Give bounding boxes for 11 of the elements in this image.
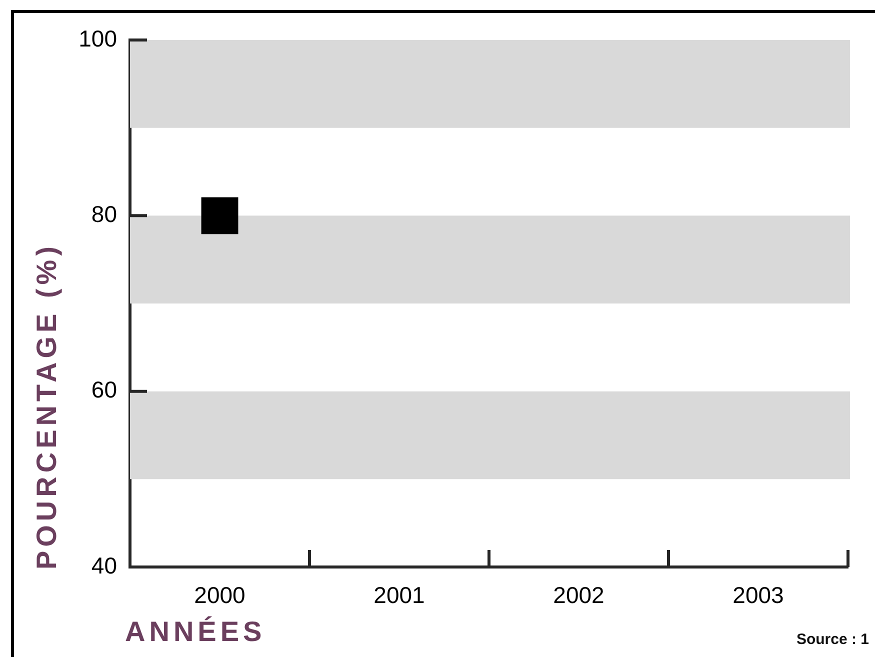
y-tick-label: 40 bbox=[91, 552, 117, 578]
x-tick-label: 2001 bbox=[374, 582, 425, 608]
x-axis-title: ANNÉES bbox=[125, 616, 266, 647]
x-tick-label: 2003 bbox=[732, 582, 784, 608]
x-tick-label: 2002 bbox=[553, 582, 604, 608]
y-tick-label: 100 bbox=[78, 25, 117, 52]
source-note: Source : 1 bbox=[796, 631, 869, 648]
y-tick-label: 80 bbox=[91, 201, 117, 228]
y-tick-label: 60 bbox=[91, 376, 117, 403]
x-tick-label: 2000 bbox=[194, 582, 246, 608]
y-axis-title: POURCENTAGE (%) bbox=[31, 242, 62, 570]
